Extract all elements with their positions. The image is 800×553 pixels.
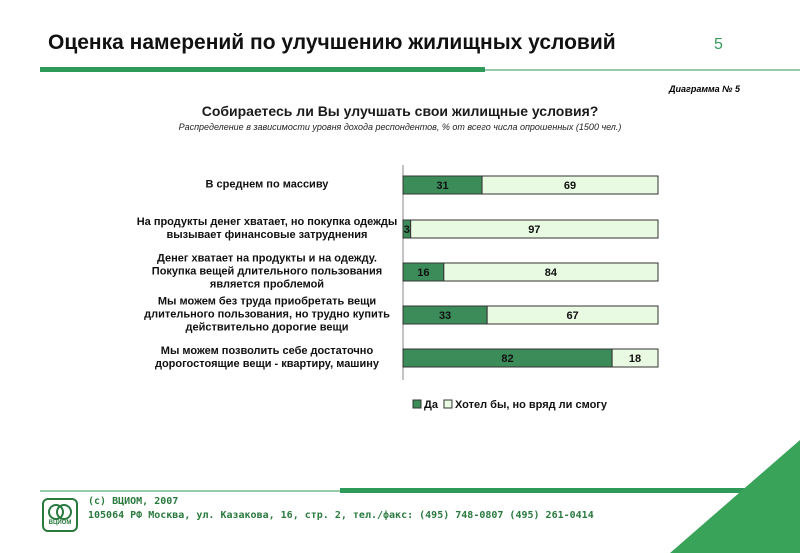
address: 105064 РФ Москва, ул. Казакова, 16, стр.…: [88, 510, 594, 521]
bar-segment: [481, 175, 659, 195]
category-label: Денег хватает на продукты и на одежду. П…: [151, 252, 383, 291]
category-label: Мы можем без труда приобретать вещи длит…: [144, 295, 390, 334]
bar-segment: [486, 305, 659, 325]
category-label: В среднем по массиву: [205, 178, 329, 191]
value-label: 3: [404, 224, 410, 236]
header-bar: [40, 67, 485, 72]
value-label: 69: [564, 180, 576, 192]
copyright: (с) ВЦИОМ, 2007: [88, 496, 179, 507]
value-label: 84: [545, 267, 558, 279]
value-label: 16: [417, 267, 429, 279]
logo-text: ВЦИОМ: [48, 520, 72, 526]
value-label: 82: [501, 353, 513, 365]
bar-segment: [410, 219, 659, 239]
value-label: 31: [436, 180, 448, 192]
logo-ring: [48, 504, 64, 520]
bar-segment: [611, 348, 659, 368]
value-label: 97: [528, 224, 540, 236]
diagram-label: Диаграмма № 5: [669, 84, 740, 94]
page-number: 5: [714, 36, 723, 53]
corner-triangle: [670, 440, 800, 553]
value-label: 33: [439, 310, 451, 322]
legend-swatch: [412, 399, 422, 409]
bar-segment: [443, 262, 659, 282]
chart-title: Собираетесь ли Вы улучшать свои жилищные…: [201, 103, 599, 119]
chart-subtitle: Распределение в зависимости уровня доход…: [178, 122, 622, 132]
value-label: 67: [566, 310, 578, 322]
category-label: Мы можем позволить себе достаточно дорог…: [154, 345, 380, 370]
legend-label: Хотел бы, но вряд ли смогу: [455, 399, 608, 411]
value-label: 18: [629, 353, 641, 365]
slide-title: Оценка намерений по улучшению жилищных у…: [48, 31, 616, 54]
footer-bar: [340, 488, 800, 493]
category-label: На продукты денег хватает, но покупка од…: [136, 216, 398, 241]
legend-label: Да: [424, 399, 439, 411]
logo-frame: [42, 498, 78, 532]
logo-ring: [56, 504, 72, 520]
legend-swatch: [443, 399, 453, 409]
